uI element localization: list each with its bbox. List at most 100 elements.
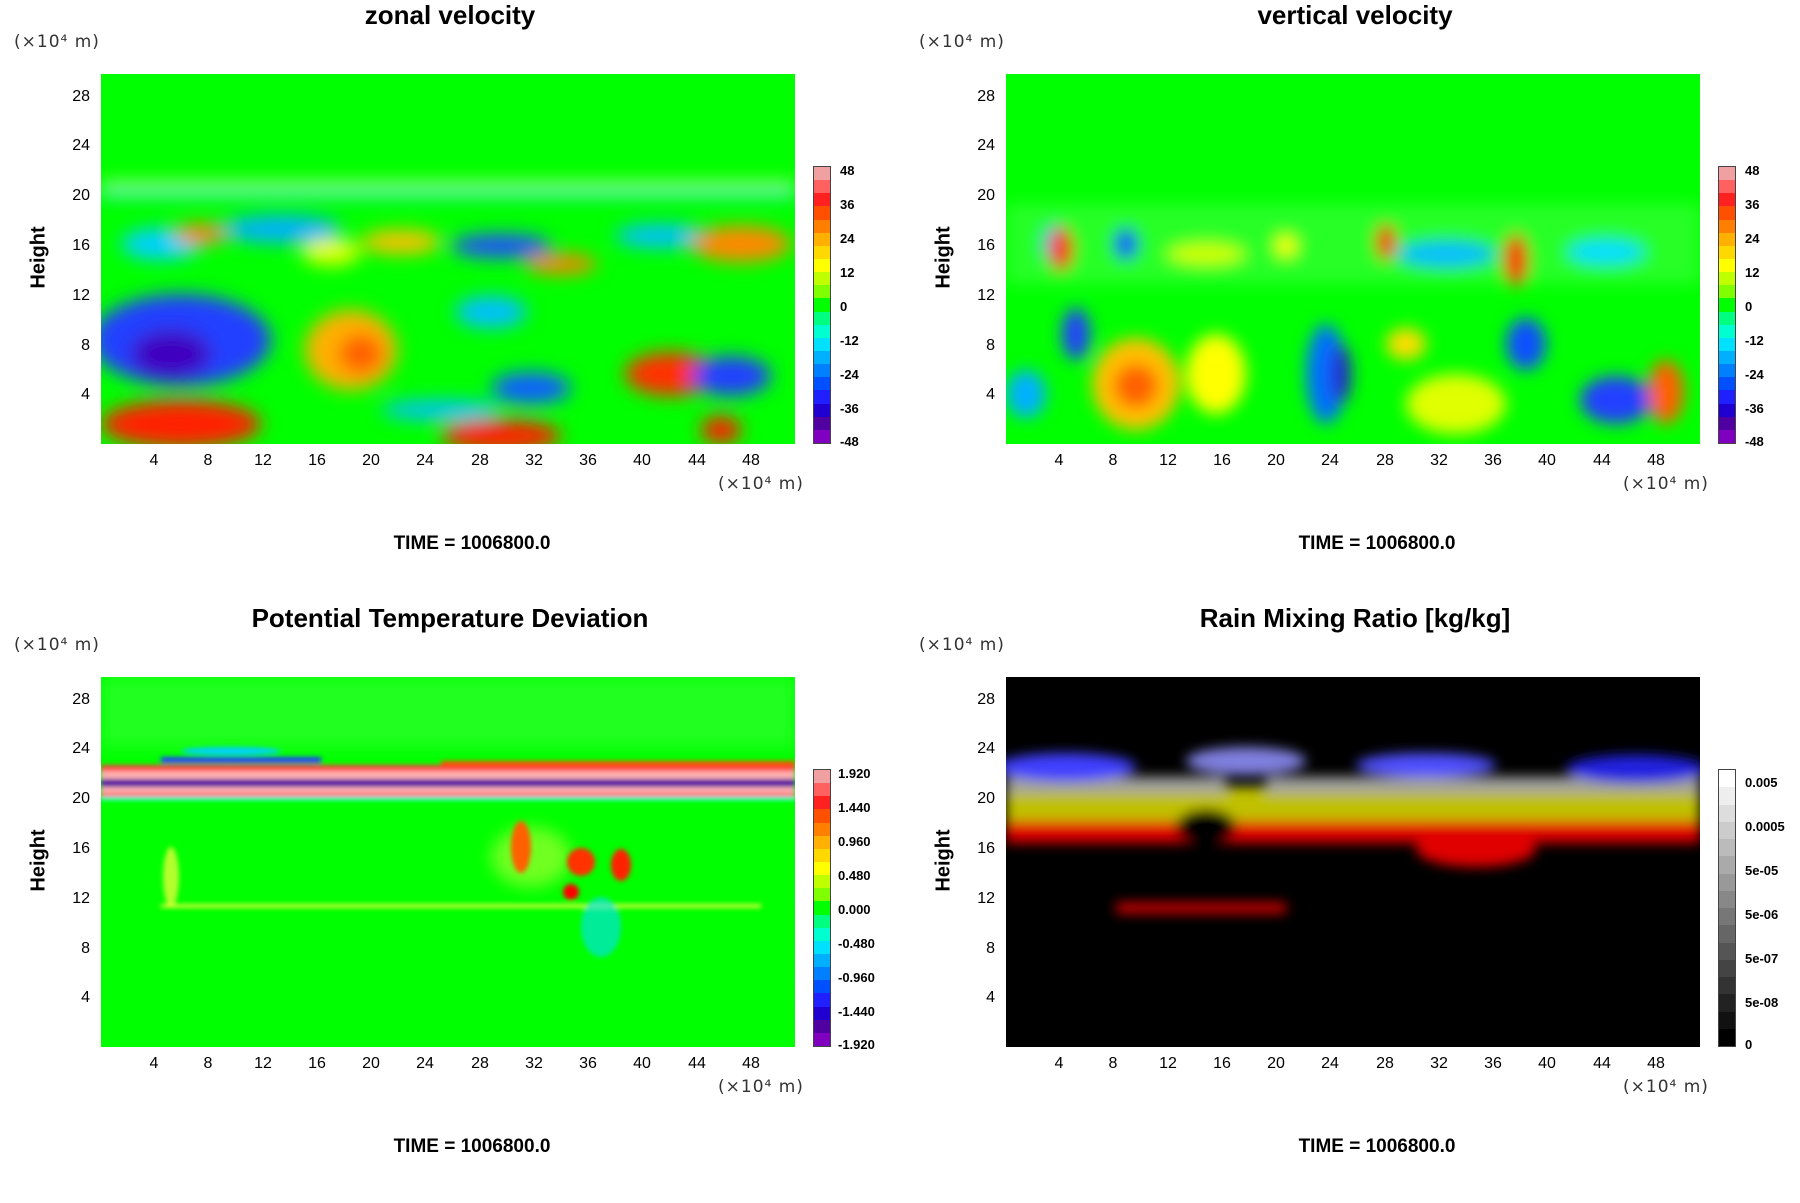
colorbar-step (1719, 272, 1735, 286)
y-tick-label: 12 (72, 287, 90, 304)
x-unit-label: (×10⁴ m) (718, 474, 804, 494)
x-tick-label: 20 (1267, 452, 1285, 469)
colorbar-step (814, 206, 830, 220)
colorbar-step (814, 927, 830, 941)
colorbar-step (1719, 298, 1735, 312)
colorbar-step (1719, 994, 1735, 1012)
x-tick-label: 8 (1108, 452, 1118, 469)
y-tick-label: 4 (986, 386, 995, 403)
x-tick-label: 4 (1054, 452, 1064, 469)
time-label: TIME = 1006800.0 (393, 533, 551, 554)
colorbar-label: 24 (840, 231, 855, 246)
x-tick-label: 16 (1213, 452, 1231, 469)
y-unit-label: (×10⁴ m) (14, 32, 100, 52)
plot-area (1006, 74, 1700, 444)
colorbar-step (814, 285, 830, 299)
time-label: TIME = 1006800.0 (1298, 533, 1456, 554)
x-tick-label: 8 (203, 1055, 213, 1072)
x-tick-label: 48 (1647, 452, 1665, 469)
colorbar-label: 0 (1745, 1037, 1753, 1052)
colorbar-label: -0.480 (838, 936, 875, 951)
chart-vertical-velocity: vertical velocity (×10⁴ m) Height (905, 0, 1800, 600)
colorbar-step (1719, 856, 1735, 874)
colorbar-step (814, 822, 830, 836)
x-unit-label: (×10⁴ m) (718, 1077, 804, 1097)
colorbar-label: 48 (840, 163, 855, 178)
x-tick-label: 4 (1054, 1055, 1064, 1072)
colorbar-step (814, 416, 830, 430)
chart-zonal-velocity: zonal velocity (×10⁴ m) Height (0, 0, 900, 600)
x-tick-label: 24 (1321, 452, 1339, 469)
heatmap-field (1006, 74, 1700, 444)
colorbar-step (1719, 232, 1735, 246)
colorbar-step (1719, 285, 1735, 299)
colorbar-step (814, 232, 830, 246)
y-tick-label: 8 (81, 337, 90, 354)
colorbar-step (1719, 206, 1735, 220)
colorbar-label: -1.920 (838, 1037, 875, 1052)
colorbar-step (1719, 925, 1735, 943)
colorbar-step (1719, 873, 1735, 891)
colorbar-label: 0 (840, 299, 848, 314)
colorbar-step (1719, 324, 1735, 338)
x-tick-label: 44 (1593, 1055, 1611, 1072)
colorbar-label: -1.440 (838, 1004, 875, 1019)
colorbar-step (814, 180, 830, 194)
colorbar-step (1719, 377, 1735, 391)
x-tick-label: 28 (471, 1055, 489, 1072)
plot-area (1006, 677, 1700, 1047)
x-tick-label: 48 (742, 1055, 760, 1072)
colorbar-step (814, 875, 830, 889)
colorbar-step (814, 337, 830, 351)
y-unit-label: (×10⁴ m) (14, 635, 100, 655)
colorbar-step (814, 390, 830, 404)
y-tick-label: 24 (977, 137, 995, 154)
colorbar-step (814, 1006, 830, 1020)
colorbar-label: -48 (840, 434, 859, 449)
x-tick-label: 16 (308, 452, 326, 469)
y-tick-label: 20 (72, 187, 90, 204)
colorbar-step (1719, 193, 1735, 207)
colorbar (1718, 166, 1736, 444)
y-axis-label: Height (932, 829, 955, 892)
heatmap-field (1006, 677, 1700, 1047)
colorbar-step (1719, 839, 1735, 857)
heatmap-field (101, 677, 795, 1047)
colorbar-step (814, 1032, 830, 1046)
colorbar-step (1719, 821, 1735, 839)
colorbar (813, 769, 831, 1047)
x-tick-label: 24 (416, 452, 434, 469)
colorbar-step (1719, 180, 1735, 194)
chart-potential-temperature-deviation: Potential Temperature Deviation (×10⁴ m)… (0, 603, 900, 1203)
colorbar-label: 5e-07 (1745, 951, 1779, 966)
y-tick-label: 4 (81, 386, 90, 403)
colorbar-label: 24 (1745, 231, 1760, 246)
x-tick-label: 8 (1108, 1055, 1118, 1072)
colorbar-step (814, 350, 830, 365)
colorbar-step (814, 809, 830, 823)
x-tick-label: 28 (1376, 452, 1394, 469)
colorbar-step (1719, 1011, 1735, 1029)
colorbar-step (1719, 364, 1735, 378)
colorbar-label: -36 (1745, 401, 1764, 416)
y-tick-label: 20 (977, 187, 995, 204)
colorbar-label: 0.480 (838, 868, 871, 883)
colorbar-step (814, 272, 830, 286)
colorbar-step (814, 311, 830, 325)
y-tick-label: 12 (977, 287, 995, 304)
chart-title: Potential Temperature Deviation (251, 603, 649, 633)
x-tick-label: 12 (254, 1055, 272, 1072)
x-tick-label: 12 (1159, 452, 1177, 469)
x-tick-label: 40 (633, 1055, 651, 1072)
colorbar-label: 0 (1745, 299, 1753, 314)
colorbar-step (814, 403, 830, 417)
x-tick-label: 16 (308, 1055, 326, 1072)
x-tick-label: 24 (416, 1055, 434, 1072)
x-tick-label: 20 (362, 452, 380, 469)
x-tick-label: 20 (1267, 1055, 1285, 1072)
x-tick-label: 36 (1484, 452, 1502, 469)
colorbar-step (1719, 1028, 1735, 1046)
y-axis-label: Height (27, 226, 50, 289)
colorbar-step (814, 324, 830, 338)
colorbar-label: 5e-05 (1745, 863, 1779, 878)
